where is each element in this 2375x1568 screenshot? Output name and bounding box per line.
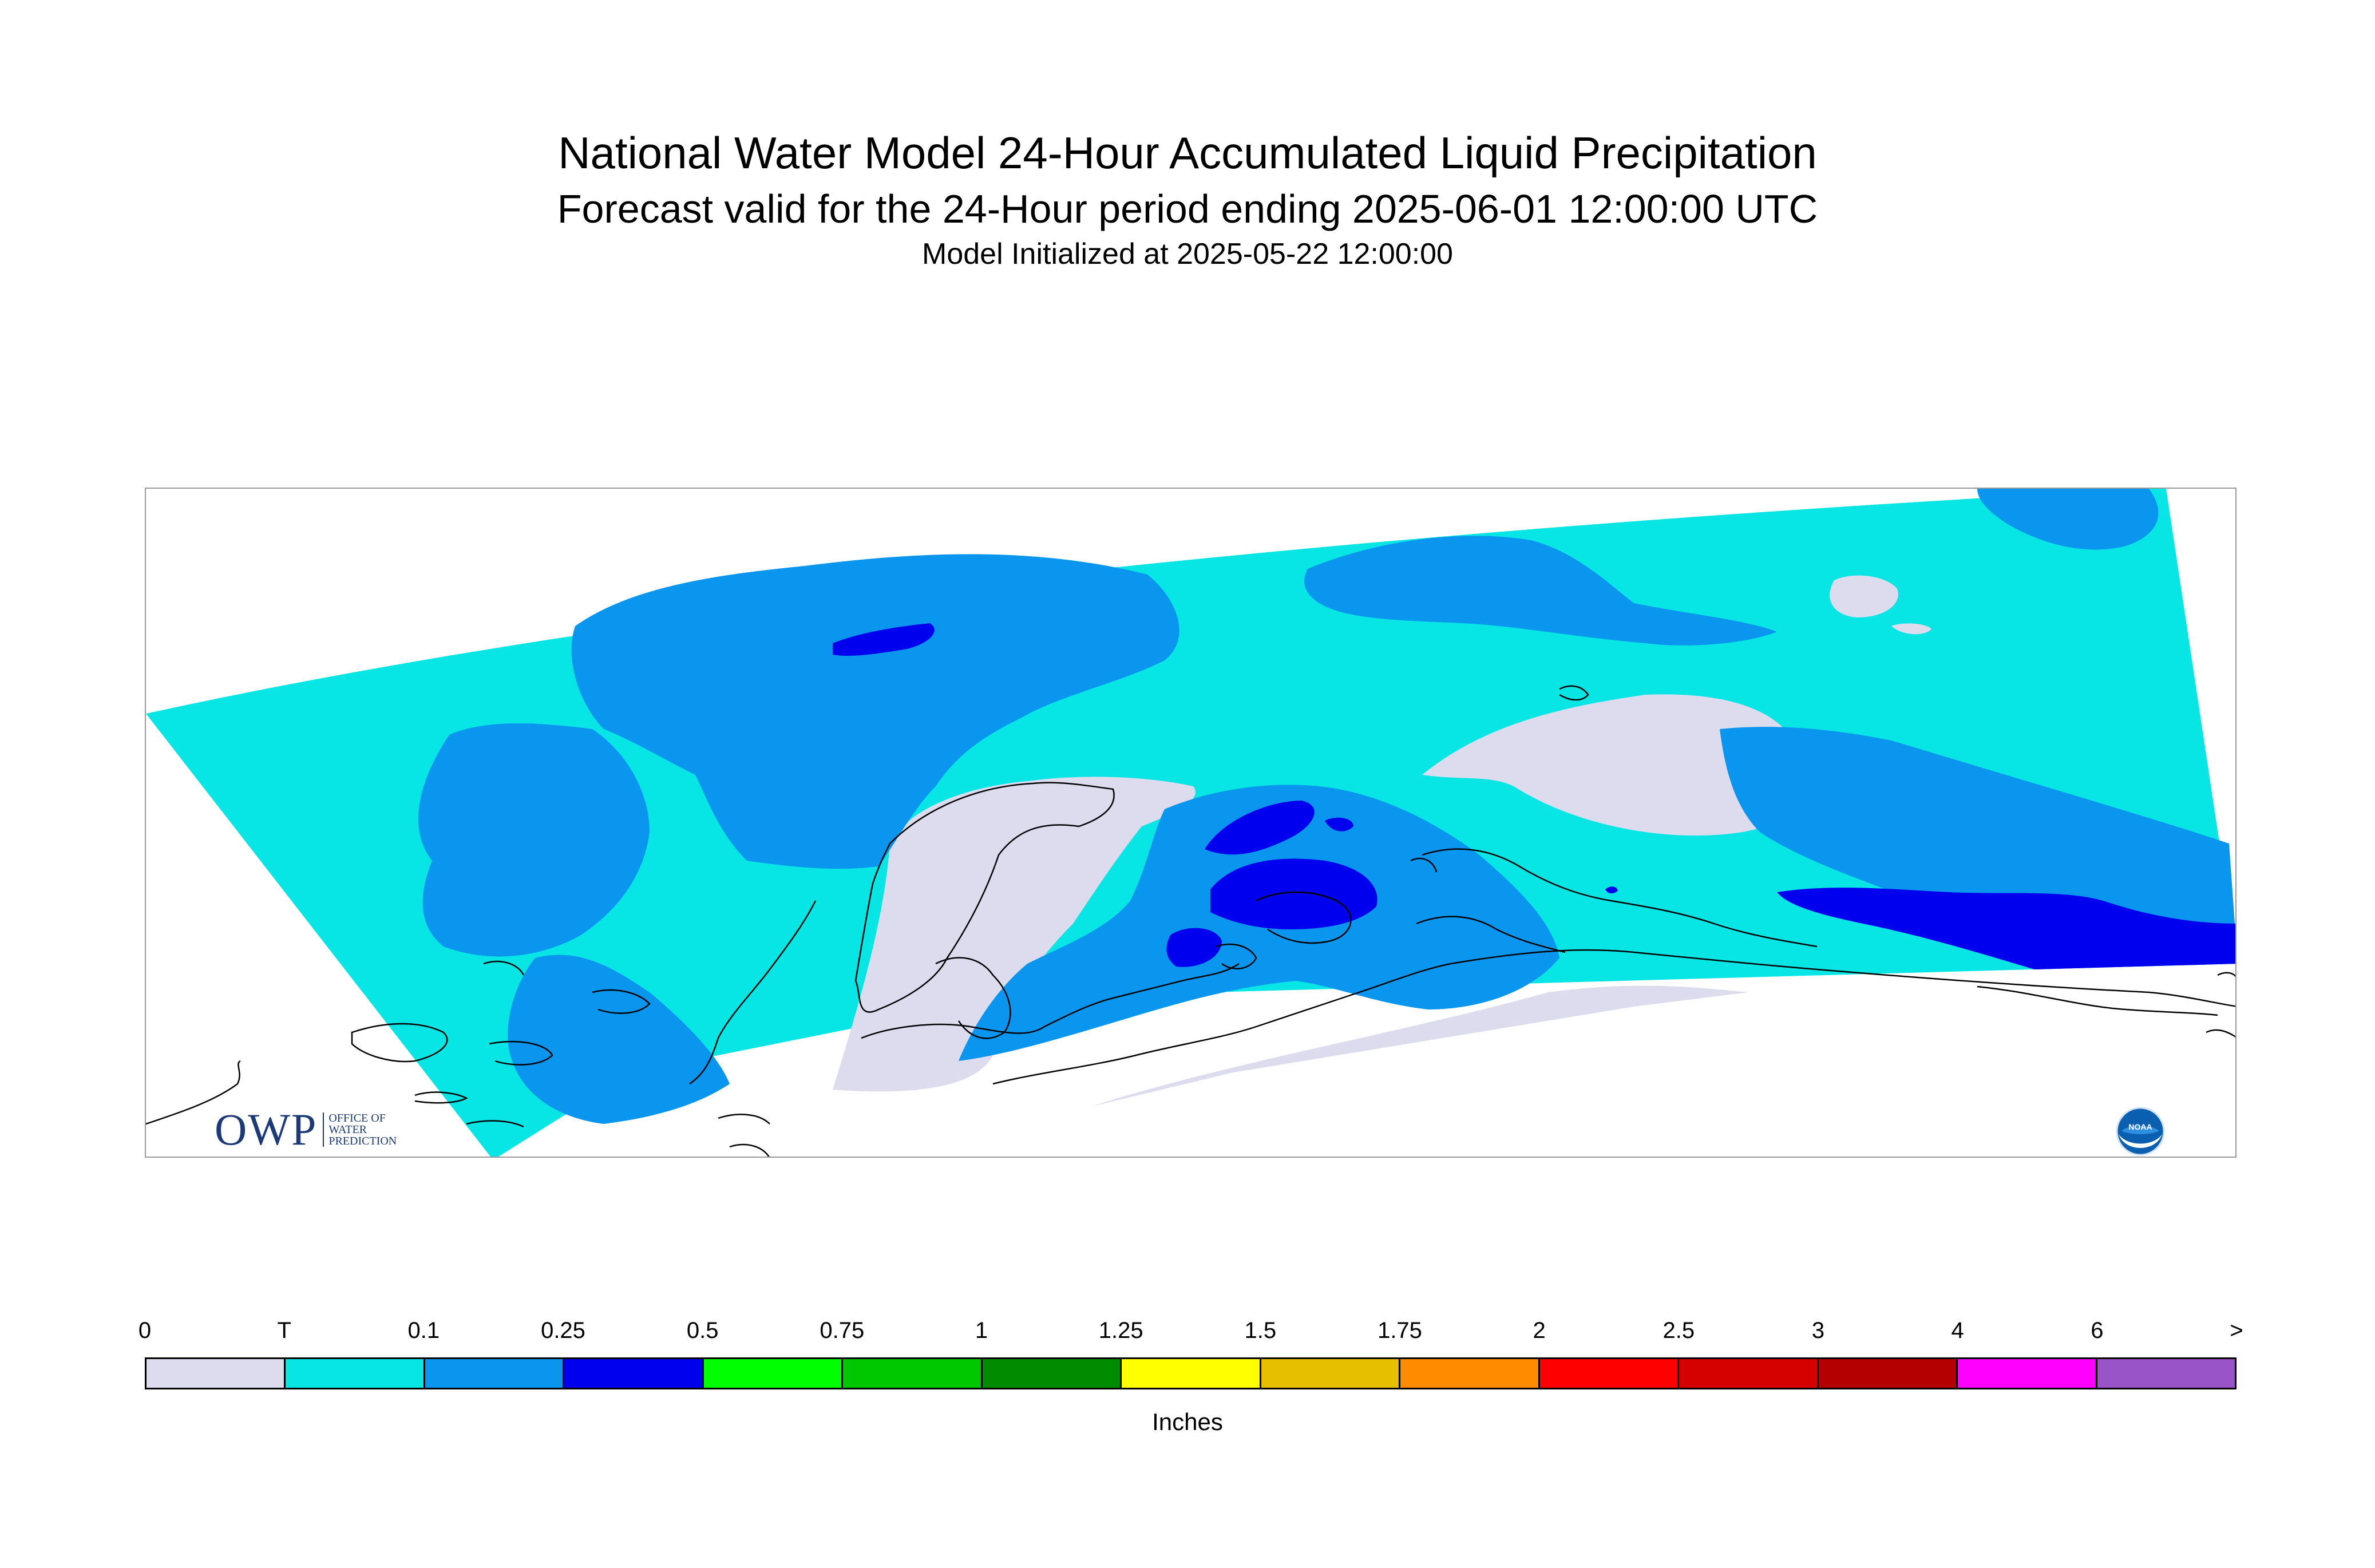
legend-swatch <box>1818 1359 1958 1388</box>
model-init-label: Model Initialized at 2025-05-22 12:00:00 <box>922 237 1453 271</box>
legend-swatch <box>982 1359 1122 1388</box>
owp-sub-line-1: OFFICE OF <box>328 1112 386 1124</box>
legend-units-label: Inches <box>1152 1408 1223 1435</box>
legend-tick-label: 0.1 <box>407 1318 440 1343</box>
owp-logo-text: OWP <box>215 1104 318 1154</box>
legend-tick-label: 4 <box>1951 1318 1964 1343</box>
legend-tick-label: 2.5 <box>1662 1318 1695 1343</box>
legend-tick-label: 0.25 <box>541 1318 585 1343</box>
legend-swatch <box>1958 1359 2097 1388</box>
legend-swatch <box>1261 1359 1401 1388</box>
moderate-precip-areas <box>833 623 2235 969</box>
legend-tick-label: 6 <box>2091 1318 2104 1343</box>
map-title: National Water Model 24-Hour Accumulated… <box>558 128 1817 178</box>
precip-color-legend <box>145 1357 2237 1389</box>
legend-tick-label: 2 <box>1533 1318 1546 1343</box>
legend-tick-label: 1.75 <box>1378 1318 1422 1343</box>
legend-tick-label: 0.5 <box>686 1318 719 1343</box>
owp-logo-subtext: OFFICE OF WATER PREDICTION <box>323 1112 397 1147</box>
legend-tick-label: T <box>277 1318 291 1343</box>
noaa-logo-icon: NOAA <box>2116 1107 2165 1156</box>
legend-swatch <box>1400 1359 1540 1388</box>
legend-swatch <box>425 1359 565 1388</box>
precipitation-map: OWP OFFICE OF WATER PREDICTION NOAA <box>145 488 2237 1158</box>
legend-swatch <box>2097 1359 2235 1388</box>
coastlines <box>146 685 2235 1157</box>
legend-swatch <box>843 1359 983 1388</box>
legend-swatch <box>1679 1359 1819 1388</box>
owp-sub-line-2: WATER <box>328 1123 367 1136</box>
legend-tick-label: > <box>2230 1318 2243 1343</box>
map-canvas <box>146 489 2235 1157</box>
light-precip-areas <box>418 489 2235 1124</box>
owp-sub-line-3: PREDICTION <box>328 1135 397 1147</box>
legend-swatch <box>1122 1359 1261 1388</box>
legend-tick-label: 1 <box>975 1318 988 1343</box>
legend-swatch <box>703 1359 844 1388</box>
legend-tick-label: 0.75 <box>820 1318 865 1343</box>
legend-swatch <box>286 1359 425 1388</box>
legend-swatch <box>564 1359 704 1388</box>
zero-precip-areas <box>833 575 1931 1107</box>
legend-swatch <box>147 1359 286 1388</box>
legend-tick-label: 1.25 <box>1098 1318 1143 1343</box>
owp-logo: OWP OFFICE OF WATER PREDICTION <box>215 1104 397 1154</box>
map-subtitle: Forecast valid for the 24-Hour period en… <box>557 187 1818 231</box>
legend-tick-label: 0 <box>138 1318 152 1343</box>
legend-tick-label: 1.5 <box>1244 1318 1277 1343</box>
legend-swatch <box>1539 1359 1680 1388</box>
noaa-logo-text: NOAA <box>2128 1122 2152 1131</box>
legend-tick-labels: 0 T 0.1 0.25 0.5 0.75 1 1.25 1.5 1.75 2 2.5 3 4 6 > <box>138 1316 2243 1345</box>
legend-tick-label: 3 <box>1811 1318 1825 1343</box>
